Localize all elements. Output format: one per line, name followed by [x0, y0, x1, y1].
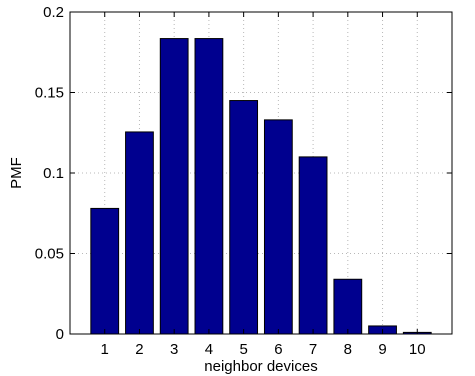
- bar-5: [229, 100, 259, 335]
- bar-8: [333, 278, 363, 335]
- x-tick-label: 9: [378, 341, 386, 358]
- x-tick-label: 4: [205, 341, 213, 358]
- bar-7: [298, 156, 328, 335]
- bar-3: [159, 38, 189, 335]
- x-tick-label: 5: [239, 341, 247, 358]
- y-tick-label: 0: [56, 326, 64, 343]
- bar-6: [263, 119, 293, 335]
- x-tick-label: 6: [274, 341, 282, 358]
- axis-ticks: 1 2 3 4 5 6 7 8 9 10 0 0.05 0.1 0.15 0.2: [35, 4, 452, 358]
- x-tick-label: 7: [309, 341, 317, 358]
- y-tick-label: 0.2: [43, 4, 64, 21]
- x-tick-label: 1: [101, 341, 109, 358]
- x-axis-label: neighbor devices: [204, 358, 317, 375]
- x-tick-label: 2: [135, 341, 143, 358]
- bars: [90, 38, 432, 335]
- x-tick-label: 3: [170, 341, 178, 358]
- bar-1: [90, 207, 120, 335]
- y-tick-label: 0.15: [35, 85, 64, 102]
- y-tick-label: 0.1: [43, 165, 64, 182]
- y-axis-label: PMF: [8, 157, 25, 189]
- x-tick-label: 10: [409, 341, 426, 358]
- bar-2: [125, 131, 154, 335]
- bar-4: [194, 38, 224, 335]
- y-tick-label: 0.05: [35, 246, 64, 263]
- x-tick-label: 8: [344, 341, 352, 358]
